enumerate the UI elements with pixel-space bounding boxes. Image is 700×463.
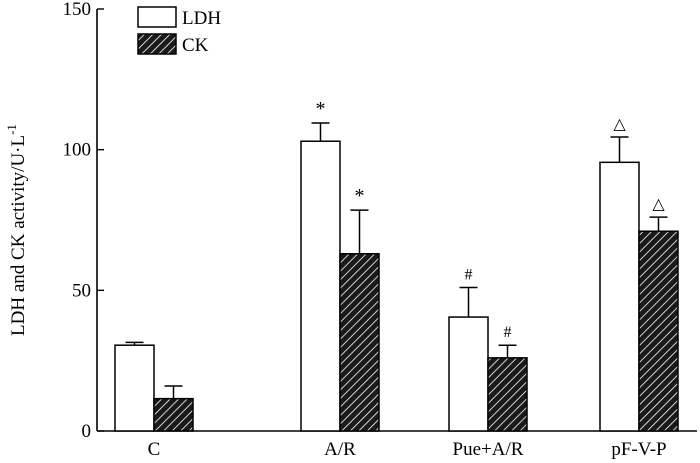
significance-marker: * [355, 185, 365, 207]
bar-ck [153, 397, 194, 432]
legend-label-ck: CK [182, 35, 209, 56]
x-tick-labels: C A/R Pue+A/R pF-V-P [148, 439, 667, 460]
significance-marker: * [316, 98, 326, 120]
significance-marker: # [465, 267, 473, 284]
bar-ck [638, 230, 679, 432]
bar-ldh [114, 344, 155, 432]
legend-label-ldh: LDH [182, 8, 221, 29]
significance-marker: △ [652, 196, 665, 213]
y-tick-label: 100 [63, 140, 92, 161]
axes [96, 8, 697, 432]
legend-swatch-ldh [137, 6, 177, 28]
bar-ck [339, 253, 380, 432]
significance-marker: △ [613, 116, 626, 133]
y-tick-labels: 0 50 100 150 [63, 0, 92, 442]
bar-ldh [599, 161, 640, 432]
x-tick-label: A/R [324, 439, 356, 460]
y-tick-label: 150 [63, 0, 92, 20]
y-tick-label: 50 [72, 280, 91, 301]
y-axis-label: LDH and CK activity/U·L-1 [4, 124, 29, 336]
y-tick-label: 0 [82, 421, 92, 442]
bar-ldh [300, 140, 341, 432]
x-tick-label: Pue+A/R [453, 439, 524, 460]
significance-marker: # [504, 324, 512, 341]
legend: LDH CK [137, 6, 221, 56]
bar-ck [487, 357, 528, 432]
bars: * * # # △ △ [114, 98, 679, 432]
legend-swatch-ck [137, 33, 177, 55]
x-tick-label: C [148, 439, 161, 460]
bar-ldh [448, 316, 489, 432]
x-tick-label: pF-V-P [611, 439, 666, 460]
